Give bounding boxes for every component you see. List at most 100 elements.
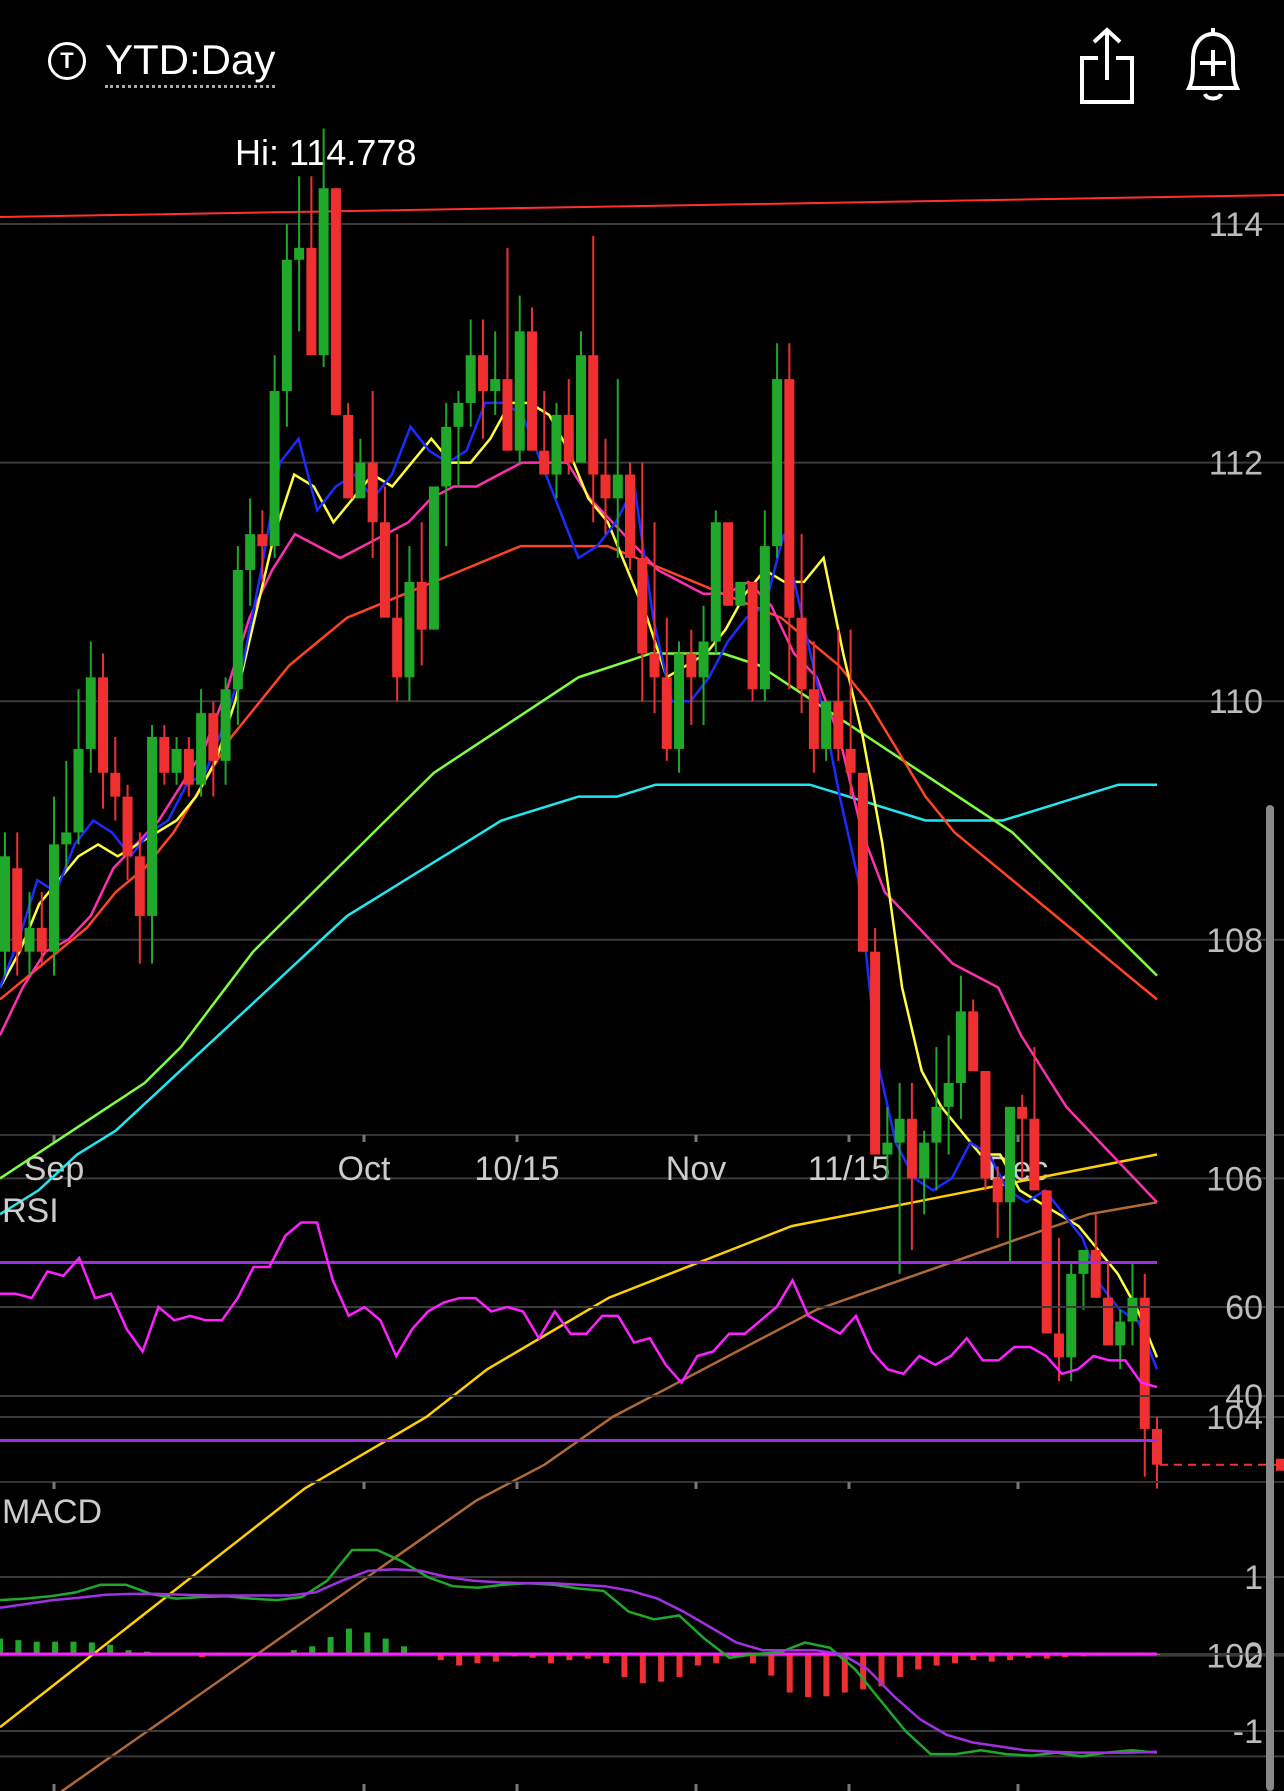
macd-histogram-bar (345, 1628, 352, 1654)
header-bar: T YTD:Day (0, 0, 1284, 125)
candle-body (955, 1011, 966, 1083)
ma200-line (59, 1201, 1158, 1791)
y-tick-label: 112 (1209, 445, 1263, 483)
bell-plus-icon[interactable] (1181, 24, 1245, 104)
candle-body (968, 1011, 979, 1072)
macd-histogram-bar (474, 1654, 481, 1664)
candle-body (98, 677, 109, 773)
y-tick-label: 106 (1206, 1160, 1263, 1198)
candle-body (281, 259, 292, 392)
y-tick-label: 102 (1206, 1638, 1263, 1676)
macd-histogram-bar (1007, 1654, 1014, 1661)
macd-histogram-bar (492, 1654, 499, 1662)
macd-tick-label: -1 (1233, 1713, 1263, 1751)
candle-body (698, 641, 709, 678)
macd-histogram-bar (951, 1654, 958, 1664)
candle-body (661, 677, 672, 749)
candle-body (980, 1071, 991, 1179)
candle-body (649, 653, 660, 678)
candle-body (723, 522, 734, 606)
macd-histogram-bar (401, 1646, 408, 1654)
candle-body (808, 689, 819, 749)
timeframe-selector[interactable]: YTD:Day (105, 37, 276, 88)
macd-histogram-bar (529, 1654, 536, 1658)
macd-histogram-bar (437, 1654, 444, 1661)
candle-body (931, 1106, 942, 1143)
macd-line (0, 1548, 1158, 1758)
candle-body (514, 331, 525, 451)
candle-body (1017, 1106, 1028, 1119)
macd-histogram-bar (841, 1654, 848, 1693)
candle-body (1127, 1297, 1138, 1322)
resistance-line (0, 194, 1284, 218)
candle-body (784, 379, 795, 618)
candle-body (894, 1118, 905, 1143)
x-tick-label: Oct (338, 1150, 391, 1188)
ma34-line (0, 652, 1158, 1180)
macd-histogram-bar (290, 1650, 297, 1654)
candle-body (563, 414, 574, 463)
candle-body (355, 462, 366, 499)
candle-body (441, 426, 452, 487)
candle-body (1152, 1428, 1162, 1465)
candle-body (36, 927, 47, 952)
y-tick-label: 104 (1206, 1399, 1263, 1437)
macd-histogram-bar (566, 1654, 573, 1661)
macd-histogram-bar (15, 1640, 22, 1654)
macd-histogram-bar (896, 1654, 903, 1678)
macd-histogram-bar (52, 1641, 59, 1654)
high-price-label: Hi: 114.778 (235, 132, 417, 173)
candle-body (196, 713, 207, 785)
rsi-tick-label: 40 (1225, 1378, 1263, 1416)
macd-histogram-bar (823, 1654, 830, 1697)
candle-body (24, 927, 35, 952)
scrollbar[interactable] (1266, 805, 1274, 1791)
candle-body (600, 474, 611, 499)
candle-body (674, 653, 685, 749)
macd-histogram-bar (658, 1654, 665, 1682)
last-price-marker (1276, 1458, 1284, 1471)
candle-body (576, 355, 586, 463)
macd-histogram-bar (713, 1654, 720, 1664)
candle-body (477, 355, 488, 392)
candle-body (1066, 1273, 1077, 1358)
candle-body (857, 772, 868, 952)
candle-body (539, 450, 550, 475)
candle-body (551, 414, 562, 475)
candle-body (61, 832, 72, 845)
candle-body (269, 391, 280, 547)
y-tick-label: 110 (1209, 683, 1263, 721)
candle-body (85, 677, 96, 749)
ticker-icon[interactable]: T (48, 42, 86, 80)
candle-body (404, 581, 415, 678)
candle-body (306, 247, 317, 356)
y-tick-label: 114 (1209, 206, 1263, 244)
candle-body (49, 844, 60, 952)
macd-histogram-bar (603, 1654, 610, 1664)
candle-body (490, 379, 501, 392)
candles-group (0, 128, 1162, 1489)
macd-histogram-bar (749, 1654, 756, 1664)
macd-histogram-bar (933, 1654, 940, 1666)
candle-body (747, 581, 758, 690)
candle-body (686, 653, 697, 678)
candle-body (1102, 1297, 1113, 1346)
macd-histogram-bar (805, 1654, 812, 1698)
candle-body (943, 1082, 954, 1107)
candle-body (453, 402, 464, 427)
macd-histogram-bar (584, 1654, 591, 1659)
candle-body (588, 355, 599, 475)
candle-body (171, 748, 182, 773)
candle-body (134, 856, 145, 916)
macd-histogram-bar (125, 1650, 132, 1654)
candle-body (1115, 1321, 1126, 1346)
macd-histogram-bar (327, 1637, 334, 1654)
macd-histogram-bar (621, 1654, 628, 1678)
candle-body (821, 701, 832, 749)
candle-body (257, 534, 268, 547)
macd-histogram-bar (107, 1644, 114, 1654)
candle-body (73, 748, 84, 833)
candle-body (416, 581, 427, 630)
share-icon[interactable] (1078, 26, 1136, 106)
